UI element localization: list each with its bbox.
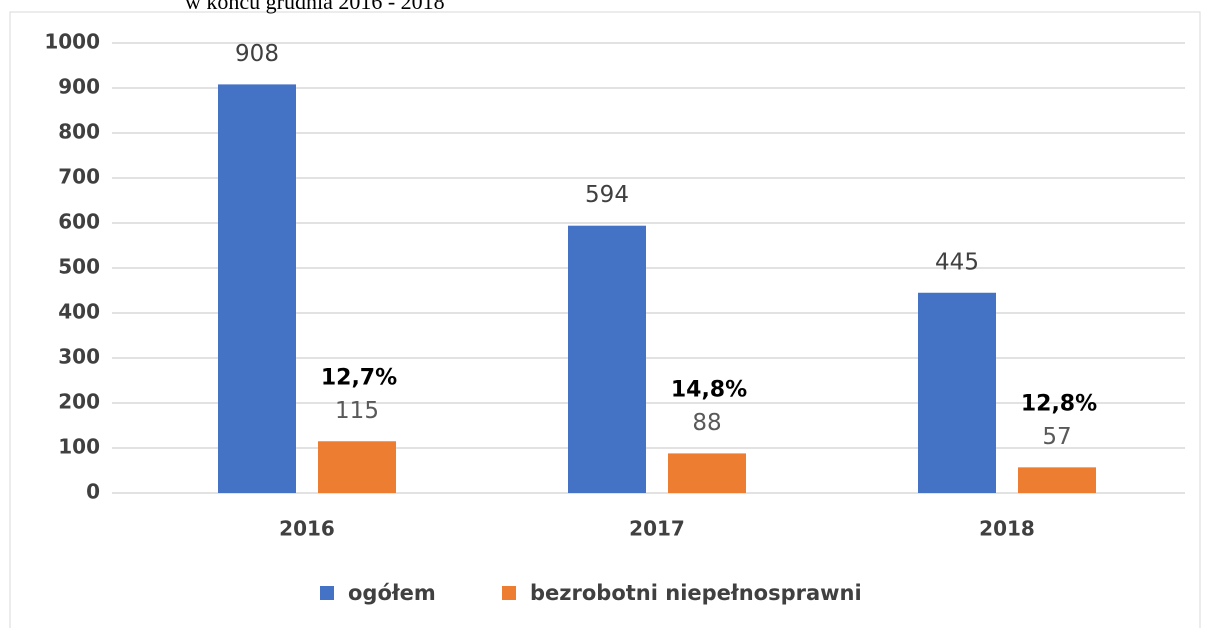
bar xyxy=(568,225,646,493)
x-tick-label: 2017 xyxy=(629,517,685,541)
bar xyxy=(918,292,996,493)
legend-swatch xyxy=(320,586,334,600)
bar xyxy=(318,441,396,493)
y-tick-label: 1000 xyxy=(44,30,100,54)
data-label: 88 xyxy=(692,410,721,436)
x-tick-label: 2018 xyxy=(979,517,1035,541)
data-label: 445 xyxy=(935,249,979,275)
data-label: 594 xyxy=(585,182,629,208)
y-tick-label: 300 xyxy=(58,345,100,369)
annotation: 12,7% xyxy=(321,365,397,390)
annotation: 12,8% xyxy=(1021,391,1097,416)
chart-title: w końcu grudnia 2016 - 2018 xyxy=(185,0,445,14)
y-tick-label: 700 xyxy=(58,165,100,189)
legend-label: bezrobotni niepełnosprawni xyxy=(530,581,862,605)
annotation: 14,8% xyxy=(671,377,747,402)
x-tick-label: 2016 xyxy=(279,517,335,541)
y-tick-label: 200 xyxy=(58,390,100,414)
data-label: 115 xyxy=(335,398,379,424)
data-label: 908 xyxy=(235,41,279,67)
y-tick-label: 800 xyxy=(58,120,100,144)
y-tick-label: 600 xyxy=(58,210,100,234)
y-tick-label: 0 xyxy=(86,480,100,504)
y-tick-label: 100 xyxy=(58,435,100,459)
bar xyxy=(1018,467,1096,493)
y-tick-label: 400 xyxy=(58,300,100,324)
bar xyxy=(668,453,746,493)
legend-label: ogółem xyxy=(348,581,436,605)
chart-frame xyxy=(9,11,1201,628)
data-label: 57 xyxy=(1042,424,1071,450)
bar xyxy=(218,84,296,494)
y-tick-label: 500 xyxy=(58,255,100,279)
y-tick-label: 900 xyxy=(58,75,100,99)
legend-swatch xyxy=(502,586,516,600)
